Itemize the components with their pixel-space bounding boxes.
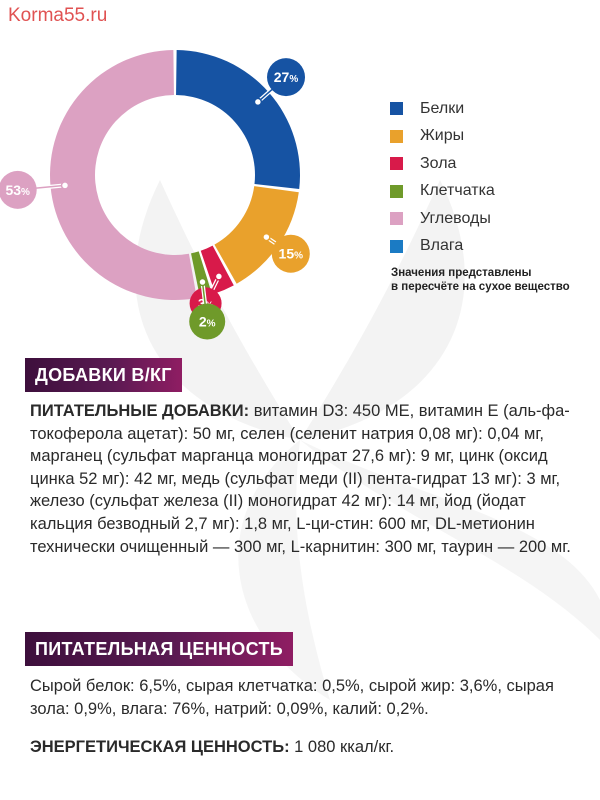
legend-swatch-carbs bbox=[390, 212, 403, 226]
donut-chart: 27%15%3%2%53% bbox=[0, 50, 310, 340]
legend-label-carbs: Углеводы bbox=[420, 209, 491, 227]
bubble-fiber bbox=[189, 303, 226, 340]
leader-dot-fiber bbox=[198, 277, 207, 287]
nutrition-heading: ПИТАТЕЛЬНАЯ ЦЕННОСТЬ bbox=[25, 632, 293, 666]
chart-legend: Белки Жиры Зола Клетчатка Углеводы Влага bbox=[390, 95, 495, 260]
supplements-text: витамин D3: 450 МЕ, витамин Е (аль-фа-то… bbox=[30, 402, 571, 556]
chart-note-line2: в пересчёте на сухое вещество bbox=[391, 281, 570, 293]
legend-label-fiber: Клетчатка bbox=[420, 182, 495, 200]
supplements-paragraph: ПИТАТЕЛЬНЫЕ ДОБАВКИ: витамин D3: 450 МЕ,… bbox=[30, 400, 575, 558]
bubble-fat bbox=[271, 234, 310, 273]
chart-note-line1: Значения представлены bbox=[391, 267, 532, 279]
legend-item-fiber: Клетчатка bbox=[390, 178, 495, 206]
supplements-heading: ДОБАВКИ В/КГ bbox=[25, 358, 182, 392]
legend-label-protein: Белки bbox=[420, 99, 465, 117]
legend-swatch-ash bbox=[390, 157, 403, 171]
legend-label-ash: Зола bbox=[420, 154, 457, 172]
leader-dot-carbs bbox=[60, 181, 70, 190]
nutrition-paragraph: Сырой белок: 6,5%, сырая клетчатка: 0,5%… bbox=[30, 677, 554, 718]
leader-dot-ash bbox=[214, 272, 224, 281]
slice-fiber bbox=[191, 251, 213, 298]
legend-swatch-protein bbox=[390, 102, 403, 116]
bubble-carbs bbox=[0, 170, 37, 209]
watermark: Korma55.ru bbox=[8, 5, 108, 26]
bubble-protein bbox=[267, 58, 306, 97]
chart-note: Значения представлены в пересчёте на сух… bbox=[391, 266, 591, 294]
legend-item-fat: Жиры bbox=[390, 123, 495, 151]
energy-label: ЭНЕРГЕТИЧЕСКАЯ ЦЕННОСТЬ: bbox=[30, 738, 290, 756]
slice-ash bbox=[200, 245, 234, 294]
legend-label-fat: Жиры bbox=[420, 127, 465, 145]
legend-item-moisture: Влага bbox=[390, 233, 495, 261]
legend-swatch-fiber bbox=[390, 184, 403, 198]
legend-swatch-moisture bbox=[390, 239, 403, 253]
legend-item-protein: Белки bbox=[390, 95, 495, 123]
supplements-label: ПИТАТЕЛЬНЫЕ ДОБАВКИ: bbox=[30, 402, 250, 420]
slice-carbs bbox=[49, 50, 197, 300]
energy-value: 1 080 ккал/кг. bbox=[289, 738, 395, 756]
legend-swatch-fat bbox=[390, 129, 403, 143]
legend-item-carbs: Углеводы bbox=[390, 205, 495, 233]
slice-protein bbox=[176, 50, 300, 190]
leader-dot-fat bbox=[262, 232, 271, 242]
leader-dot-protein bbox=[253, 97, 263, 107]
slice-fat bbox=[214, 186, 299, 284]
energy-paragraph: ЭНЕРГЕТИЧЕСКАЯ ЦЕННОСТЬ: 1 080 ккал/кг. bbox=[30, 736, 575, 759]
legend-item-ash: Зола bbox=[390, 150, 495, 178]
legend-label-moisture: Влага bbox=[420, 237, 464, 255]
